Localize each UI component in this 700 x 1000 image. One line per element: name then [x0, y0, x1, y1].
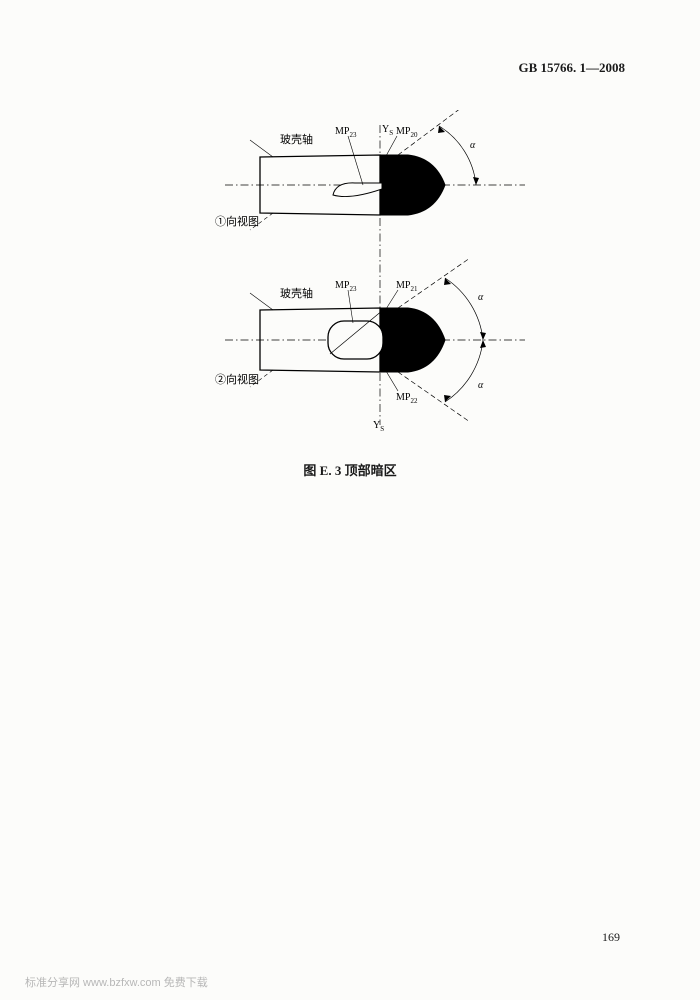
view2-caption: ②向视图 [215, 372, 259, 386]
figure-caption: 图 E. 3 顶部暗区 [0, 460, 700, 479]
axis-label-1: 玻壳轴 [280, 132, 313, 146]
standard-code: GB 15766. 1—2008 [518, 60, 625, 76]
axis-label-2: 玻壳轴 [280, 286, 313, 300]
watermark: 标准分享网 www.bzfxw.com 免费下载 [25, 974, 208, 990]
ys-label-bottom: YS [373, 420, 384, 433]
alpha-label-1: α [470, 140, 476, 151]
ys-label-top: YS [382, 124, 393, 137]
mp23-label-2: MP23 [335, 280, 357, 293]
mp23-label-1: MP23 [335, 126, 357, 139]
view1-caption: ①向视图 [215, 214, 259, 228]
alpha-label-2b: α [478, 380, 484, 391]
page-number: 169 [602, 930, 620, 945]
alpha-label-2a: α [478, 292, 484, 303]
figure-e3: 玻壳轴 ①向视图 YS MP23 MP20 α 玻壳轴 ②向视图 MP23 MP… [130, 110, 570, 450]
mp20-label: MP20 [396, 126, 418, 139]
mp22-label: MP22 [396, 392, 418, 405]
mp21-label: MP21 [396, 280, 418, 293]
